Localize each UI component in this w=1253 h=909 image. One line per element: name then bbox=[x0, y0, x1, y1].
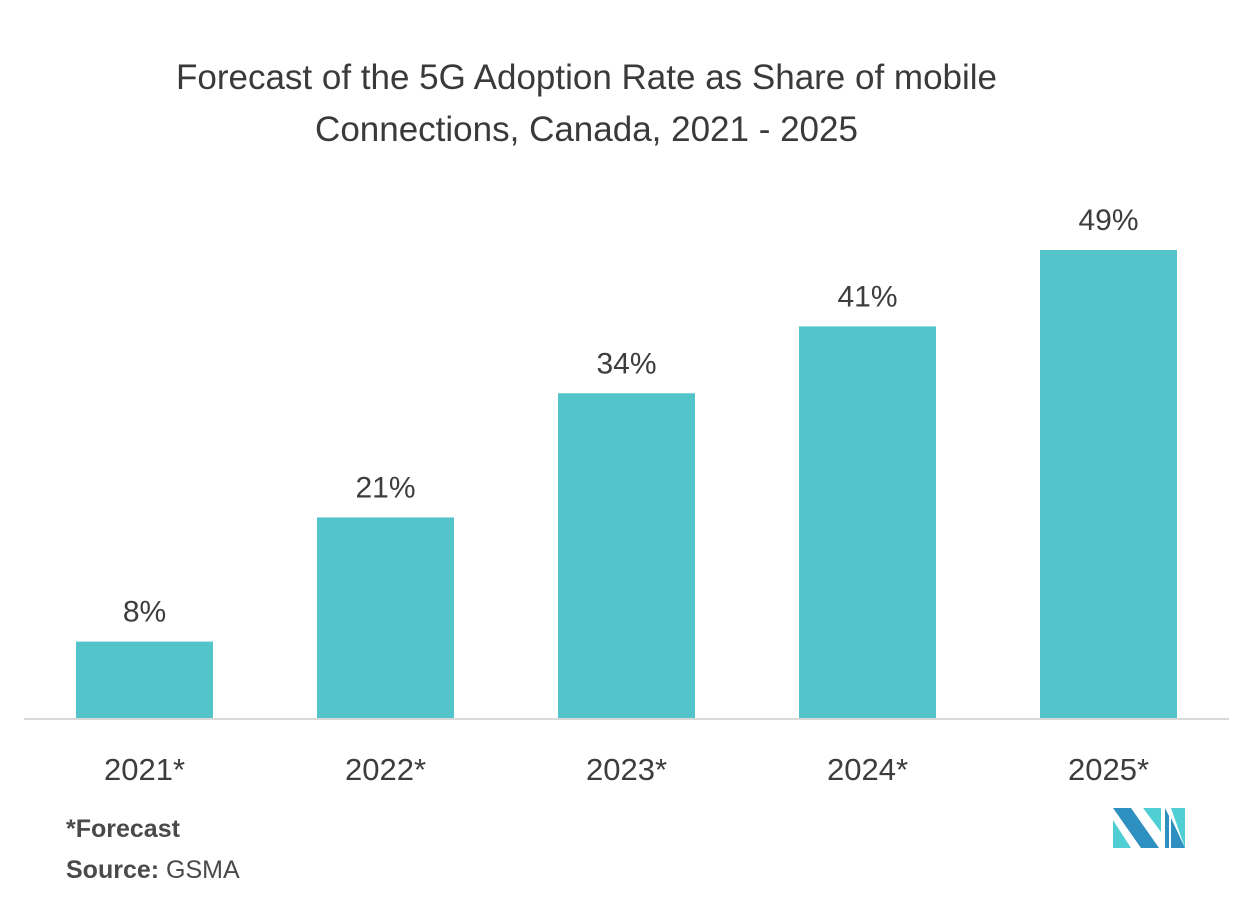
bar-2021 bbox=[76, 641, 213, 718]
source-line: Source: GSMA bbox=[66, 856, 240, 885]
chart-title-line-2: Connections, Canada, 2021 - 2025 bbox=[315, 110, 858, 149]
brand-logo-icon bbox=[1113, 808, 1185, 848]
chart-title-line-1: Forecast of the 5G Adoption Rate as Shar… bbox=[175, 58, 998, 97]
data-label: 49% bbox=[1078, 204, 1138, 237]
bar-2022 bbox=[317, 517, 454, 718]
logo-shape-5 bbox=[1171, 808, 1185, 848]
logo-shape-3 bbox=[1143, 808, 1161, 832]
x-tick-label: 2023* bbox=[586, 752, 667, 787]
x-tick-label: 2024* bbox=[827, 752, 908, 787]
x-tick-label: 2021* bbox=[104, 752, 185, 787]
source-label: Source: bbox=[66, 856, 160, 884]
logo-shape-6 bbox=[1171, 818, 1185, 848]
data-label: 21% bbox=[355, 471, 415, 504]
data-label: 8% bbox=[123, 596, 166, 629]
forecast-footnote: *Forecast bbox=[66, 815, 180, 843]
x-tick-labels-group: 2021* 2022* 2023* 2024* 2025* bbox=[104, 752, 1149, 787]
logo-shape-2 bbox=[1113, 820, 1131, 848]
chart-title: Forecast of the 5G Adoption Rate as Shar… bbox=[0, 52, 1173, 156]
logo-shape-1 bbox=[1113, 808, 1159, 848]
source-value: GSMA bbox=[166, 856, 240, 884]
data-labels-group: 8% 21% 34% 41% 49% bbox=[123, 204, 1139, 629]
bars-group bbox=[76, 250, 1177, 718]
x-tick-label: 2025* bbox=[1068, 752, 1149, 787]
x-tick-label: 2022* bbox=[345, 752, 426, 787]
bar-2023 bbox=[558, 393, 695, 718]
data-label: 34% bbox=[596, 347, 656, 380]
bar-2024 bbox=[799, 326, 936, 718]
bar-2025 bbox=[1040, 250, 1177, 718]
logo-shape-4 bbox=[1165, 808, 1169, 848]
data-label: 41% bbox=[837, 280, 897, 313]
